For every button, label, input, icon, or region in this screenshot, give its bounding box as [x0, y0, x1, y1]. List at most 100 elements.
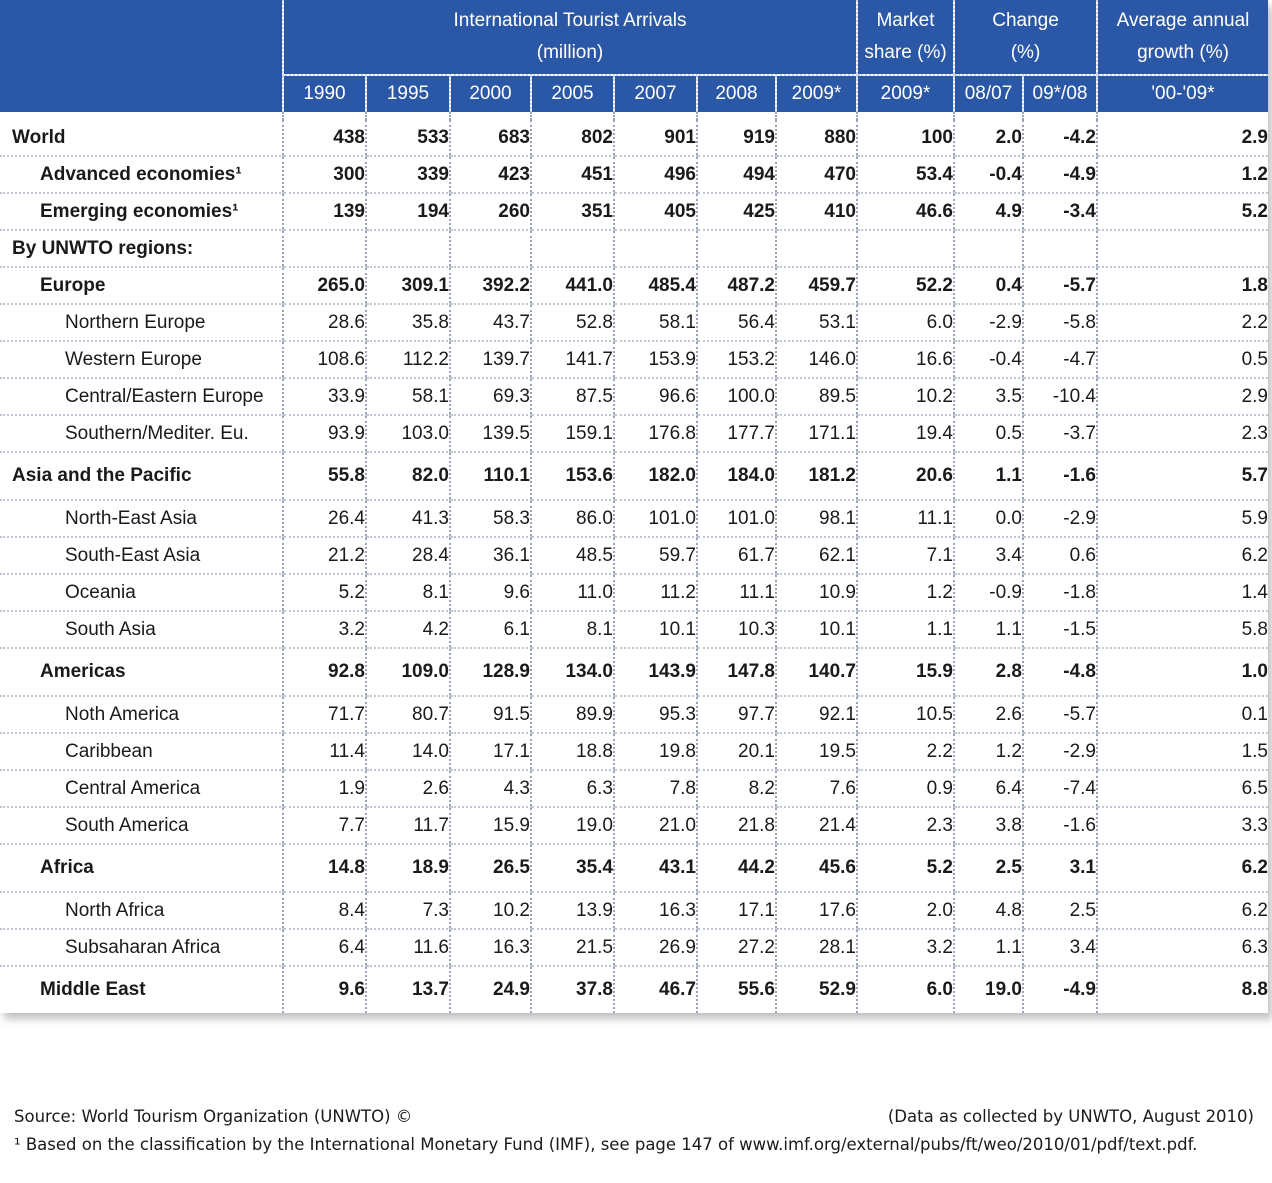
spacer-cell	[0, 112, 283, 120]
value-cell: 4.9	[953, 193, 1023, 231]
value-cell: 423	[449, 156, 531, 194]
value-cell: 35.8	[365, 304, 450, 342]
value-cell: 143.9	[613, 648, 697, 697]
row-label: Middle East	[40, 979, 146, 1000]
value-cell: 2.2	[1096, 304, 1268, 342]
value-cell: 41.3	[365, 500, 450, 538]
change-col-header: 09*/08	[1022, 75, 1097, 112]
value-cell: 89.9	[530, 696, 614, 734]
table-row: By UNWTO regions:	[0, 230, 1268, 268]
row-label: North-East Asia	[0, 500, 283, 538]
value-cell: 62.1	[775, 537, 857, 575]
value-cell: 181.2	[775, 452, 857, 501]
table-row: Americas 92.8 109.0 128.9 134.0 143.9 147.8 140…	[0, 648, 1268, 697]
table-row: Caribbean 11.4 14.0 17.1 18.8 19.8 20.1 19.5 2.2…	[0, 733, 1268, 771]
table-row: Western Europe 108.6 112.2 139.7 141.7 153.9 1…	[0, 341, 1268, 379]
value-cell: 3.5	[953, 378, 1023, 416]
collection-note: (Data as collected by UNWTO, August 2010…	[887, 1107, 1254, 1126]
tourist-arrivals-table: International Tourist Arrivals (million) …	[0, 0, 1268, 1013]
value-cell: 21.2	[282, 537, 366, 575]
table-row: Northern Europe 28.6 35.8 43.7 52.8 58.1 56.4 5…	[0, 304, 1268, 342]
value-cell: 52.8	[530, 304, 614, 342]
value-cell: 15.9	[449, 807, 531, 845]
row-label: Africa	[0, 844, 283, 893]
value-cell: 459.7	[775, 267, 857, 305]
row-label: Oceania	[0, 574, 283, 612]
value-cell: 2.5	[1022, 892, 1097, 930]
value-cell: 683	[449, 120, 531, 157]
value-cell: 153.6	[530, 452, 614, 501]
value-cell: 919	[696, 120, 776, 157]
value-cell: 0.5	[953, 415, 1023, 453]
table-row: North-East Asia 26.4 41.3 58.3 86.0 101.0 101.…	[0, 500, 1268, 538]
value-cell: 56.4	[696, 304, 776, 342]
table-row: South America 7.7 11.7 15.9 19.0 21.0 21.8 21.4…	[0, 807, 1268, 845]
year-header: 1990	[282, 75, 366, 112]
value-cell: 5.2	[1096, 193, 1268, 231]
value-cell: 1.4	[1096, 574, 1268, 612]
value-cell: 10.1	[613, 611, 697, 649]
value-cell: 21.0	[613, 807, 697, 845]
year-header: 1995	[365, 75, 450, 112]
table-row: South-East Asia 21.2 28.4 36.1 48.5 59.7 61.7 6…	[0, 537, 1268, 575]
table-row: Noth America 71.7 80.7 91.5 89.9 95.3 97.7 92.1…	[0, 696, 1268, 734]
value-cell: 139.5	[449, 415, 531, 453]
growth-header: Average annual growth (%)	[1096, 0, 1268, 76]
value-cell: 5.2	[856, 844, 954, 893]
value-cell: 438	[282, 120, 366, 157]
value-cell: 0.9	[856, 770, 954, 808]
empty-cell	[613, 230, 697, 268]
value-cell: 97.7	[696, 696, 776, 734]
table-row: South Asia 3.2 4.2 6.1 8.1 10.1 10.3 10.1 1.1 1.1…	[0, 611, 1268, 649]
value-cell: -7.4	[1022, 770, 1097, 808]
value-cell: 8.2	[696, 770, 776, 808]
value-cell: 19.0	[953, 966, 1023, 1013]
value-cell: 100	[856, 120, 954, 157]
value-cell: 2.3	[1096, 415, 1268, 453]
value-cell: 6.4	[282, 929, 366, 967]
share-year-header: 2009*	[856, 75, 954, 112]
value-cell: 1.5	[1096, 733, 1268, 771]
row-label: Asia and the Pacific	[0, 452, 283, 501]
value-cell: -4.8	[1022, 648, 1097, 697]
value-cell: 0.5	[1096, 341, 1268, 379]
value-cell: 6.1	[449, 611, 531, 649]
value-cell: 265.0	[282, 267, 366, 305]
value-cell: -4.9	[1022, 156, 1097, 194]
empty-cell	[449, 230, 531, 268]
row-label: South-East Asia	[0, 537, 283, 575]
value-cell: -3.7	[1022, 415, 1097, 453]
value-cell: 4.2	[365, 611, 450, 649]
value-cell: 3.2	[282, 611, 366, 649]
value-cell: 5.7	[1096, 452, 1268, 501]
value-cell: 7.6	[775, 770, 857, 808]
value-cell: 16.3	[613, 892, 697, 930]
empty-cell	[365, 230, 450, 268]
value-cell: 451	[530, 156, 614, 194]
change-header: Change (%)	[953, 0, 1097, 76]
value-cell: 8.1	[530, 611, 614, 649]
value-cell: 11.1	[856, 500, 954, 538]
table-body: World 438 533 683 802 901 919 880 100 2.0 -4.2 2.9 A…	[0, 112, 1268, 1013]
value-cell: 48.5	[530, 537, 614, 575]
value-cell: 101.0	[613, 500, 697, 538]
value-cell: 19.4	[856, 415, 954, 453]
spacer-cell	[530, 112, 614, 120]
value-cell: 1.2	[856, 574, 954, 612]
value-cell: -1.6	[1022, 452, 1097, 501]
year-header: 2009*	[775, 75, 857, 112]
table-row: Emerging economies¹ 139 194 260 351 405 425 410…	[0, 193, 1268, 231]
value-cell: 109.0	[365, 648, 450, 697]
value-cell: 3.1	[1022, 844, 1097, 893]
value-cell: -2.9	[1022, 733, 1097, 771]
value-cell: 92.8	[282, 648, 366, 697]
table-row: Asia and the Pacific 55.8 82.0 110.1 153.6 18…	[0, 452, 1268, 501]
value-cell: 153.9	[613, 341, 697, 379]
empty-cell	[1096, 230, 1268, 268]
value-cell: 21.5	[530, 929, 614, 967]
value-cell: 177.7	[696, 415, 776, 453]
value-cell: 46.6	[856, 193, 954, 231]
table-row: Middle East 9.6 13.7 24.9 37.8 46.7 55.6 52.9 6.…	[0, 966, 1268, 1013]
value-cell: 0.0	[953, 500, 1023, 538]
value-cell: 11.6	[365, 929, 450, 967]
